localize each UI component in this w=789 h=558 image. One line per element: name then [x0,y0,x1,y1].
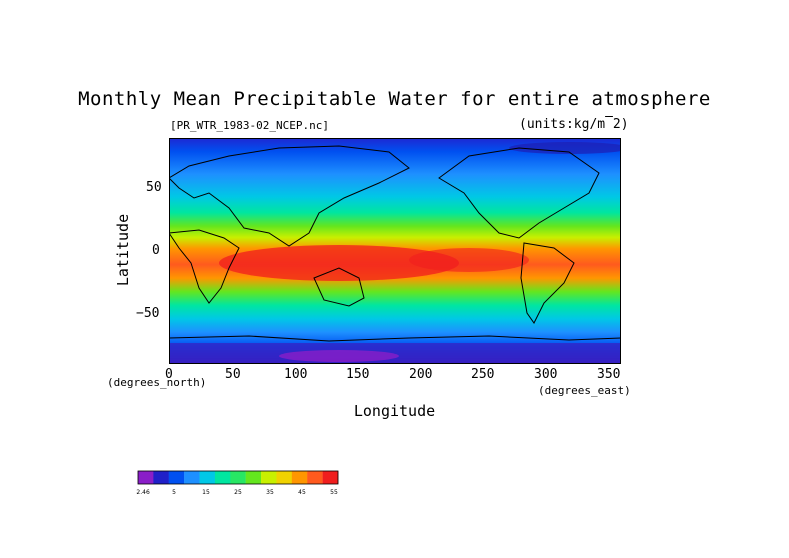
colorbar-label: 45 [298,489,306,496]
colorbar-label: 35 [266,489,274,496]
colorbar-swatch [138,471,154,484]
colorbar-swatch [291,471,308,484]
colorbar-swatch [184,471,200,484]
x-axis-units: (degrees_east) [538,384,631,397]
colorbar-label: 25 [234,489,242,496]
x-tick-label: 350 [597,367,621,382]
colorbar-swatch [230,471,246,484]
colorbar-swatch [153,471,169,484]
colorbar-legend: -2.46 5 15 25 35 45 55 [136,470,339,496]
y-axis-units: (degrees_north) [107,376,207,389]
colorbar-swatch [214,471,231,484]
x-tick-label: 250 [471,367,495,382]
x-tick-label: 150 [346,367,370,382]
colorbar-label: 15 [202,489,210,496]
x-tick-label: 100 [284,367,308,382]
x-tick-label: 0 [165,367,173,382]
colorbar-label: -2.46 [136,489,150,496]
x-tick-label: 200 [409,367,433,382]
colorbar-swatch [322,471,339,484]
colorbar-swatch [307,471,323,484]
y-tick-label: 0 [152,243,160,258]
precipitable-water-map [169,138,621,364]
file-label: [PR_WTR_1983-02_NCEP.nc] [170,119,329,132]
x-tick-label: 300 [534,367,558,382]
x-tick-label: 50 [225,367,241,382]
y-axis-label: Latitude [114,213,132,287]
colorbar-swatch [276,471,293,484]
colorbar-swatch [245,471,262,484]
colorbar-swatch [199,471,216,484]
colorbar-frame [137,470,339,485]
map-title: Monthly Mean Precipitable Water for enti… [78,88,711,110]
y-tick-label: 50 [146,180,162,195]
y-tick-label: −50 [136,306,160,321]
colorbar-label: 55 [330,489,338,496]
colorbar-swatch [261,471,277,484]
units-label: (units:kg/m 2) [519,117,629,132]
x-axis-label: Longitude [353,402,436,420]
colorbar-swatch [168,471,185,484]
colorbar-label: 5 [172,489,176,496]
